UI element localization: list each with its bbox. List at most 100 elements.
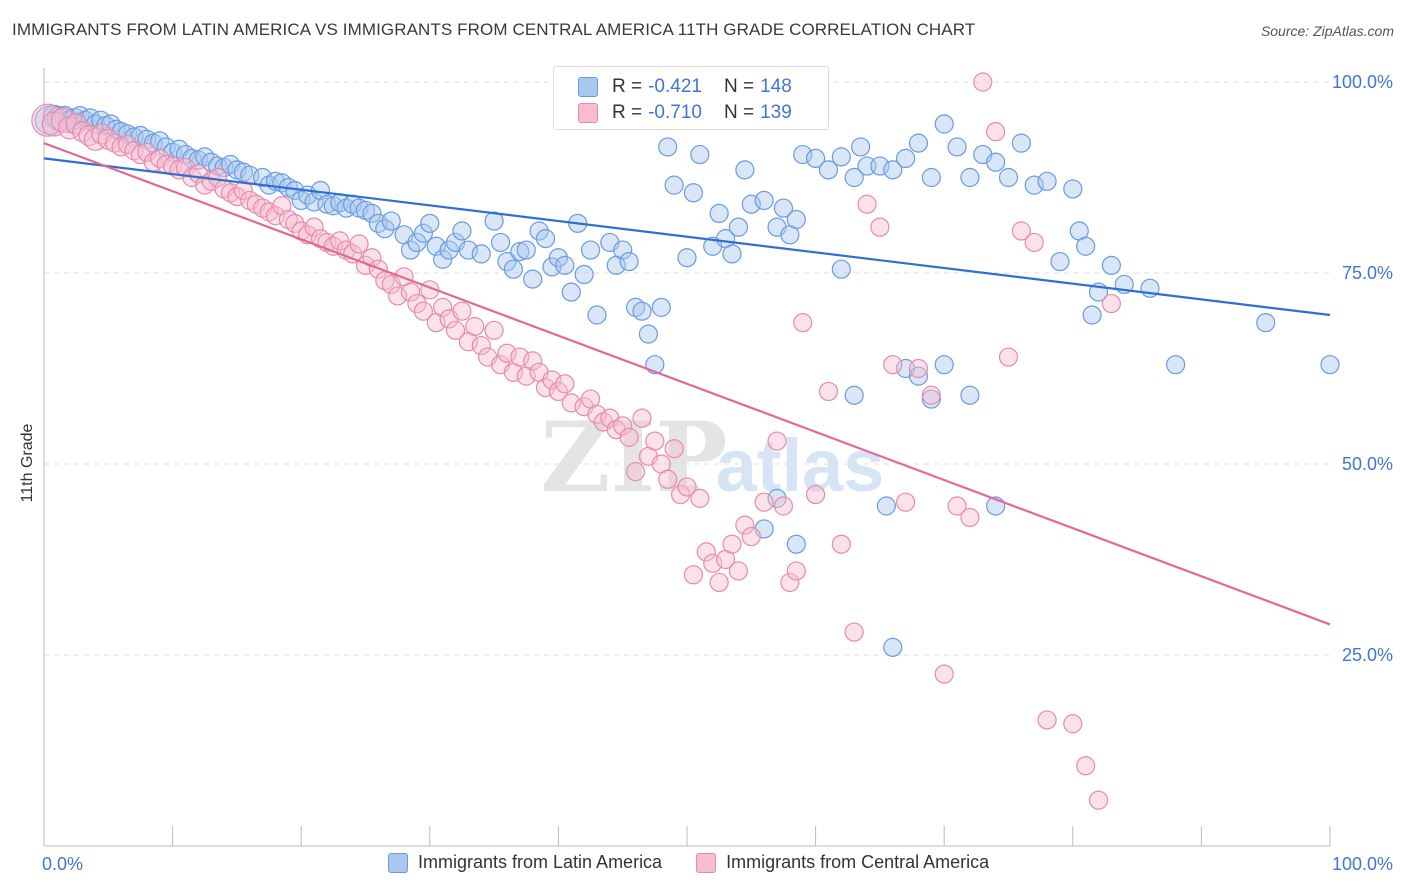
latin-america-point — [844, 167, 864, 188]
central-america-point — [805, 484, 826, 505]
central-america-point — [233, 180, 253, 201]
series-latin-america-points — [34, 102, 1340, 657]
latin-america-point — [1256, 313, 1276, 333]
central-america-point — [844, 622, 864, 642]
latin-america-point — [934, 355, 954, 375]
latin-america-point — [439, 240, 459, 260]
central-america-point — [658, 469, 678, 489]
legend-swatch-blue — [578, 77, 598, 97]
central-america-point — [709, 572, 729, 593]
central-america-point — [831, 534, 851, 554]
y-tick-label: 25.0% — [1342, 645, 1393, 665]
central-america-point — [452, 301, 472, 321]
chart-title: IMMIGRANTS FROM LATIN AMERICA VS IMMIGRA… — [12, 20, 976, 39]
central-america-point — [786, 561, 806, 581]
latin-america-point — [908, 133, 929, 153]
central-america-point — [670, 484, 691, 505]
latin-america-point — [452, 221, 472, 241]
tick-labels: 100.0% 75.0% 50.0% 25.0% 0.0% 100.0% — [42, 72, 1393, 874]
latin-america-point — [986, 152, 1006, 172]
central-america-point — [645, 431, 665, 451]
central-america-point — [728, 561, 749, 581]
latin-america-point — [831, 147, 851, 167]
central-america-point — [535, 378, 556, 398]
legend-r-value: -0.710 — [648, 102, 702, 123]
central-america-point — [793, 313, 813, 333]
latin-america-point — [523, 269, 543, 289]
legend-n-label: N = — [723, 102, 755, 123]
watermark-zip: ZIP — [540, 401, 727, 514]
central-america-point — [754, 492, 774, 512]
latin-america-point — [883, 637, 903, 657]
x-tick-label-min: 0.0% — [42, 854, 83, 874]
axes — [43, 68, 1331, 847]
central-america-point — [632, 408, 652, 428]
central-america-point — [934, 664, 954, 684]
legend-swatch-pink — [578, 103, 598, 123]
latin-america-point — [471, 244, 491, 264]
latin-america-point — [1082, 305, 1102, 325]
latin-america-point — [786, 209, 806, 230]
central-america-point — [407, 293, 427, 314]
latin-america-point — [548, 248, 569, 268]
central-america-point — [908, 358, 929, 379]
legend-r-value: -0.421 — [648, 76, 702, 97]
central-america-point — [555, 374, 575, 394]
central-america-point — [400, 282, 421, 302]
central-america-point — [625, 462, 646, 482]
central-america-point — [349, 234, 369, 254]
central-america-point — [947, 496, 967, 516]
latin-america-point — [818, 160, 839, 180]
latin-america-point — [767, 488, 787, 508]
central-america-point — [561, 393, 581, 413]
latin-america-point — [934, 114, 954, 134]
central-america-point — [818, 381, 839, 402]
latin-america-point — [638, 324, 659, 344]
latin-america-point — [677, 248, 697, 268]
latin-america-point — [561, 282, 581, 302]
legend-item-central-america: Immigrants from Central America — [696, 852, 989, 873]
latin-america-point — [831, 259, 851, 279]
latin-america-point — [908, 366, 929, 386]
central-america-point — [896, 492, 916, 512]
latin-america-point — [722, 244, 742, 264]
latin-america-point — [658, 137, 678, 157]
y-tick-label: 50.0% — [1342, 454, 1393, 474]
central-america-point — [677, 477, 697, 497]
latin-america-point — [728, 217, 749, 237]
latin-america-point — [754, 190, 774, 211]
latin-america-point — [786, 534, 806, 554]
latin-america-point — [510, 242, 530, 262]
latin-america-point — [1101, 255, 1121, 275]
central-america-point — [523, 351, 543, 371]
legend-label-latin-america: Immigrants from Latin America — [418, 852, 663, 872]
latin-america-point — [1076, 236, 1096, 256]
latin-america-point — [1011, 133, 1031, 153]
central-america-point — [413, 301, 433, 321]
central-america-point — [50, 107, 76, 133]
latin-america-point — [516, 240, 536, 260]
central-america-point — [548, 381, 569, 402]
central-america-point — [1024, 232, 1044, 253]
latin-america-point — [896, 148, 916, 168]
central-america-point — [445, 320, 466, 340]
latin-america-point — [735, 160, 755, 180]
latin-america-point — [555, 255, 575, 275]
central-america-point — [703, 553, 723, 573]
latin-america-point — [851, 137, 871, 157]
series-legend: Immigrants from Latin America Immigrants… — [388, 852, 1023, 873]
central-america-point — [1063, 714, 1083, 734]
central-america-point — [1076, 756, 1096, 776]
latin-america-point — [690, 144, 710, 165]
legend-n-label: N = — [723, 76, 755, 97]
central-america-point — [484, 320, 504, 340]
central-america-point — [542, 370, 562, 390]
latin-america-point — [883, 160, 903, 180]
latin-america-point — [535, 229, 556, 249]
latin-america-point — [574, 264, 594, 285]
latin-america-point — [960, 167, 980, 188]
latin-america-point — [529, 221, 549, 241]
latin-america-point — [375, 219, 395, 239]
